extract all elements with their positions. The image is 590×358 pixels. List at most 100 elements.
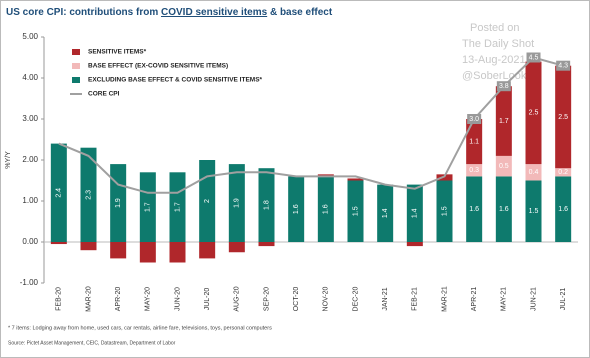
x-tick-label: MAR-20 (85, 286, 92, 312)
line-label: 4.3 (558, 63, 568, 70)
data-label: 1.9 (234, 198, 241, 208)
bar-segment (80, 242, 97, 251)
bar-segment (80, 147, 97, 242)
label-box (467, 114, 482, 124)
data-label: 1.6 (499, 206, 509, 213)
x-tick-label: SEP-20 (263, 287, 270, 311)
line (58, 56, 564, 194)
y-tick-label: -1.00 (20, 278, 39, 287)
data-label: 1.9 (115, 198, 122, 208)
legend-swatch (72, 63, 80, 69)
bar-segment (555, 176, 572, 242)
y-tick-label: 2.00 (22, 155, 38, 164)
legend-label: SENSITIVE ITEMS* (88, 49, 147, 56)
y-tick-label: 3.00 (22, 114, 38, 123)
bar-segment (228, 164, 245, 242)
x-tick-label: MAY-21 (501, 287, 508, 311)
data-label: 1.5 (441, 206, 448, 216)
data-label: 1.7 (145, 202, 152, 212)
line-label: 4.5 (529, 54, 539, 61)
title-highlight: COVID sensitive items (161, 7, 268, 18)
data-label: 1.6 (323, 204, 330, 214)
bar-segment (466, 164, 483, 177)
label-box (496, 81, 511, 92)
x-tick-label: JAN-21 (382, 287, 389, 310)
data-label: 0.2 (558, 169, 568, 176)
y-tick-label: 4.00 (22, 73, 38, 82)
bar-segment (258, 242, 275, 247)
data-label: 1.5 (352, 206, 359, 216)
bar-segment (317, 176, 334, 242)
data-label: 1.6 (469, 206, 479, 213)
bar-segment (139, 172, 156, 242)
bar-segment (317, 174, 334, 177)
x-tick-label: AUG-20 (234, 286, 241, 311)
x-tick-label: MAR-21 (441, 286, 448, 312)
line-label: 3.0 (469, 116, 479, 123)
source: Source: Pictet Asset Management, CEIC, D… (8, 340, 176, 346)
legend-label: CORE CPI (88, 91, 120, 98)
legend-swatch (72, 77, 80, 83)
bar-segment (555, 168, 572, 177)
bar-segment (466, 176, 483, 242)
bar-segment (406, 242, 423, 247)
y-tick-label: 0.00 (22, 237, 38, 246)
data-label: 1.7 (174, 202, 181, 212)
data-label: 1.4 (382, 208, 389, 218)
x-tick-label: FEB-21 (412, 287, 419, 311)
data-label: 1.6 (558, 206, 568, 213)
bar-segment (406, 184, 423, 242)
bar-segment (139, 242, 156, 263)
bar-segment (110, 164, 127, 242)
x-tick-label: MAY-20 (145, 287, 152, 311)
data-label: 1.5 (529, 208, 539, 215)
title-part: & base effect (267, 7, 333, 18)
bar-segment (228, 242, 245, 253)
data-label: 2 (204, 199, 211, 203)
data-label: 2.5 (529, 110, 539, 117)
data-label: 1.6 (293, 204, 300, 214)
watermark: The Daily Shot (462, 38, 534, 50)
data-label: 2.5 (558, 114, 568, 121)
x-tick-label: JUL-21 (560, 288, 567, 311)
bar-segment (258, 168, 275, 242)
bar-segment (377, 184, 394, 242)
bar-segment (50, 242, 67, 245)
bar-segment (525, 61, 542, 165)
bar-segment (199, 242, 216, 259)
data-label: 1.7 (499, 118, 509, 125)
legend-label: BASE EFFECT (EX-COVID SENSITIVE ITEMS) (88, 63, 228, 70)
bar-segment (110, 242, 127, 259)
chart-title: US core CPI: contributions from COVID se… (6, 7, 333, 18)
bar-segment (495, 176, 512, 242)
data-label: 2.4 (56, 188, 63, 198)
bar-segment (525, 164, 542, 181)
bar-segment (288, 176, 305, 242)
data-label: 2.3 (85, 190, 92, 200)
bar-segment (555, 65, 572, 169)
label-box (556, 60, 571, 71)
data-label: 0.5 (499, 163, 509, 170)
bar-segment (436, 180, 453, 242)
data-label: 1.4 (412, 208, 419, 218)
y-tick-label: 1.00 (22, 196, 38, 205)
data-label: 0.3 (469, 167, 479, 174)
footnote: * 7 items: Lodging away from home, used … (8, 325, 272, 331)
watermark: @SoberLook (462, 70, 527, 82)
bar-segment (495, 86, 512, 156)
legend-swatch (72, 49, 80, 55)
bar-segment (525, 180, 542, 242)
x-tick-label: JUN-20 (174, 287, 181, 311)
watermark: 13-Aug-2021 (462, 54, 526, 66)
bar-segment (169, 242, 186, 263)
x-tick-label: JUL-20 (204, 288, 211, 311)
x-tick-label: NOV-20 (323, 286, 330, 311)
label-box (526, 52, 541, 63)
x-tick-label: JUN-21 (530, 287, 537, 311)
line-label: 3.8 (499, 83, 509, 90)
data-label: 1.8 (263, 200, 270, 210)
x-tick-label: APR-20 (115, 287, 122, 312)
x-tick-label: APR-21 (471, 287, 478, 312)
legend-label: EXCLUDING BASE EFFECT & COVID SENSITIVE … (88, 77, 263, 84)
